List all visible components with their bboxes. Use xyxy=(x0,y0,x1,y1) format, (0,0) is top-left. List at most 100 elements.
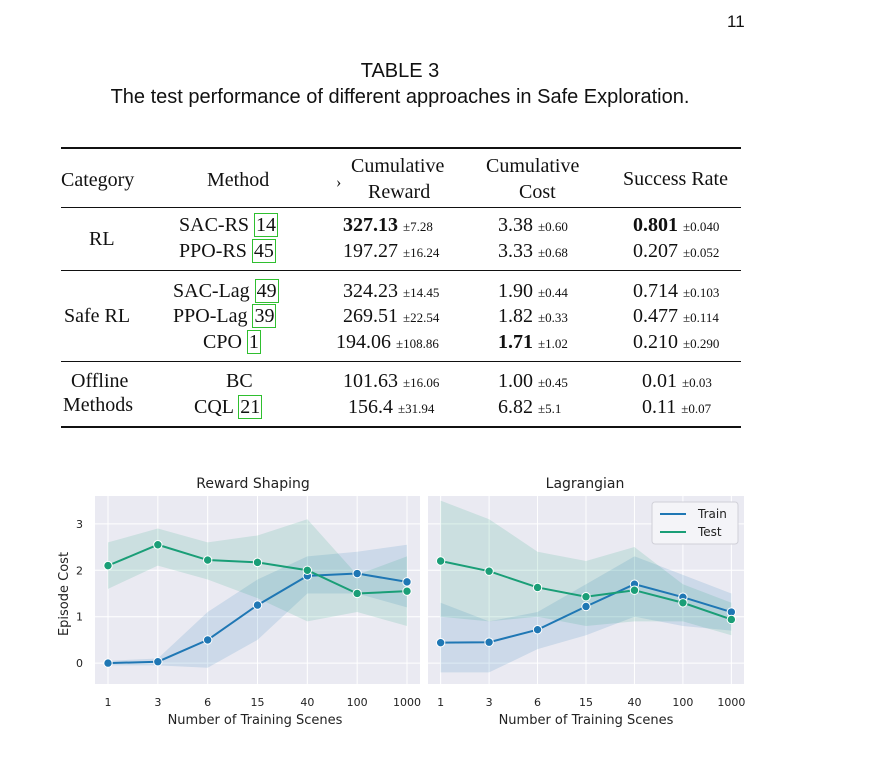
data-point-test xyxy=(352,588,362,599)
header-cost-line2: Cost xyxy=(519,181,556,203)
table-label: TABLE 3 xyxy=(360,60,440,82)
x-tick-label: 100 xyxy=(347,696,368,709)
cost-sac-lag: 1.90 ±0.44 xyxy=(498,280,568,302)
x-tick-label: 100 xyxy=(672,696,693,709)
x-tick-label: 6 xyxy=(204,696,211,709)
table-title: The test performance of different approa… xyxy=(110,86,690,108)
data-point-train xyxy=(435,637,446,648)
cost-bc: 1.00 ±0.45 xyxy=(498,370,568,392)
confidence-band-test xyxy=(440,500,732,636)
table-top-rule xyxy=(61,147,741,149)
data-point-train xyxy=(402,577,412,587)
method-cpo: CPO 1 xyxy=(203,330,261,354)
data-point-train xyxy=(581,601,591,612)
x-axis-label: Number of Training Scenes xyxy=(168,713,343,728)
method-sac-rs: SAC-RS 14 xyxy=(179,213,279,237)
group-rule xyxy=(61,270,741,271)
cost-sac-rs: 3.38 ±0.60 xyxy=(498,214,568,236)
data-point-test xyxy=(252,557,263,568)
success-sac-rs: 0.801 ±0.040 xyxy=(633,214,720,236)
citation-link[interactable]: 14 xyxy=(254,213,279,237)
page-number: 11 xyxy=(727,12,745,31)
category-safe-rl: Safe RL xyxy=(64,305,131,327)
data-point-test xyxy=(153,540,163,550)
data-point-train xyxy=(202,635,213,645)
data-point-test xyxy=(402,586,412,596)
x-tick-label: 3 xyxy=(154,696,161,709)
x-tick-label: 40 xyxy=(627,696,641,709)
reward-sac-lag: 324.23 ±14.45 xyxy=(343,280,440,302)
data-point-train xyxy=(352,568,362,579)
data-point-test xyxy=(726,614,737,625)
legend-label-test: Test xyxy=(697,525,722,539)
cost-cql: 6.82 ±5.1 xyxy=(498,396,562,418)
data-point-train xyxy=(103,658,113,668)
header-cost-line1: Cumulative xyxy=(486,155,580,177)
data-point-train xyxy=(484,637,494,647)
success-cql: 0.11 ±0.07 xyxy=(642,396,712,418)
success-cpo: 0.210 ±0.290 xyxy=(633,331,720,353)
citation-link[interactable]: 21 xyxy=(238,395,263,419)
data-point-train xyxy=(532,624,543,635)
method-sac-lag: SAC-Lag 49 xyxy=(173,279,279,303)
citation-link[interactable]: 49 xyxy=(254,279,279,303)
category-rl: RL xyxy=(89,228,115,250)
data-point-test xyxy=(629,585,640,595)
x-tick-label: 1 xyxy=(105,696,112,709)
method-bc: BC xyxy=(226,370,253,392)
header-reward-line2: Reward xyxy=(368,181,431,203)
header-reward-line1: Cumulative xyxy=(351,155,445,177)
legend xyxy=(651,501,739,545)
x-axis-label: Number of Training Scenes xyxy=(499,713,674,728)
x-tick-label: 15 xyxy=(579,696,593,709)
citation-link[interactable]: 45 xyxy=(251,239,276,263)
x-tick-label: 40 xyxy=(300,696,314,709)
citation-link[interactable]: 39 xyxy=(252,304,277,328)
data-point-train xyxy=(252,600,263,610)
method-ppo-rs: PPO-RS 45 xyxy=(179,239,276,263)
reward-ppo-lag: 269.51 ±22.54 xyxy=(343,305,440,327)
method-cql: CQL 21 xyxy=(194,395,263,419)
data-point-test xyxy=(435,556,446,566)
cost-cpo: 1.71 ±1.02 xyxy=(498,331,568,353)
chart-title: Lagrangian xyxy=(546,476,625,492)
x-tick-label: 1000 xyxy=(393,696,421,709)
reward-bc: 101.63 ±16.06 xyxy=(343,370,440,392)
legend-label-train: Train xyxy=(697,507,727,521)
reward-cql: 156.4 ±31.94 xyxy=(348,396,435,418)
y-tick-label: 2 xyxy=(76,564,83,577)
cost-ppo-lag: 1.82 ±0.33 xyxy=(498,305,568,327)
category-offline-line2: Methods xyxy=(63,394,133,416)
reward-cpo: 194.06 ±108.86 xyxy=(336,331,439,353)
x-tick-label: 1 xyxy=(437,696,444,709)
table-bottom-rule xyxy=(61,426,741,428)
category-offline-line1: Offline xyxy=(71,370,129,392)
success-sac-lag: 0.714 ±0.103 xyxy=(633,280,720,302)
y-tick-label: 1 xyxy=(76,611,83,624)
y-axis-label: Episode Cost xyxy=(57,552,72,636)
success-bc: 0.01 ±0.03 xyxy=(642,370,712,392)
header-success-rate: Success Rate xyxy=(623,168,728,190)
y-tick-label: 0 xyxy=(76,657,83,670)
success-ppo-lag: 0.477 ±0.114 xyxy=(633,305,719,327)
cost-ppo-rs: 3.33 ±0.68 xyxy=(498,240,568,262)
header-method: Method xyxy=(207,169,270,191)
reward-shaping-chart: 1 3 6 15 40 100 1000 0 1 2 3 Reward Shaping Number o… xyxy=(57,476,421,728)
reward-ppo-rs: 197.27 ±16.24 xyxy=(343,240,440,262)
data-point-test xyxy=(103,560,113,571)
header-category: Category xyxy=(61,169,135,191)
reward-sac-rs: 327.13 ±7.28 xyxy=(343,214,433,236)
y-tick-label: 3 xyxy=(76,518,83,531)
confidence-band-test xyxy=(108,519,407,626)
data-point-test xyxy=(484,566,494,576)
lagrangian-chart: 1 3 6 15 40 100 1000 Lagrangian Number of Traini… xyxy=(428,476,745,728)
group-rule xyxy=(61,361,741,362)
header-arrow: › xyxy=(336,174,342,191)
citation-link[interactable]: 1 xyxy=(246,330,261,354)
data-point-test xyxy=(202,555,213,565)
data-point-test xyxy=(532,582,543,593)
data-point-test xyxy=(302,565,313,575)
data-point-train xyxy=(153,657,163,667)
x-tick-label: 3 xyxy=(486,696,493,709)
